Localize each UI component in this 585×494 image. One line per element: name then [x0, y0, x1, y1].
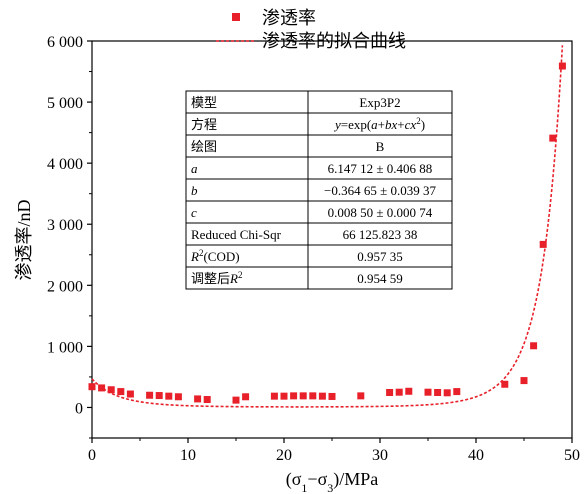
fit-parameter-table: 模型 Exp3P2 方程 y=exp(a+bx+cx2) 绘图 Ba 6.147 12 ± …: [185, 90, 453, 290]
y-tick-label: 6 000: [47, 34, 83, 51]
data-point: [328, 392, 336, 400]
data-point: [270, 392, 278, 400]
table-key: R2(COD): [190, 248, 240, 264]
data-point: [530, 342, 538, 350]
data-points: [88, 62, 566, 404]
data-point: [280, 392, 288, 400]
y-tick-label: 2 000: [47, 278, 83, 295]
axis-ticks: [87, 40, 573, 443]
data-point: [386, 388, 394, 396]
x-tick-label: 0: [88, 447, 96, 464]
data-point: [194, 395, 202, 403]
x-tick-label: 10: [180, 447, 196, 464]
table-key: 方程: [191, 117, 217, 132]
y-tick-label: 4 000: [47, 156, 83, 173]
data-point: [290, 392, 298, 400]
data-point: [242, 393, 250, 401]
table-key: 调整后R2: [191, 270, 242, 286]
data-point: [155, 392, 163, 400]
table-value: 0.957 35: [357, 249, 403, 264]
table-key: b: [191, 183, 198, 198]
data-point: [558, 62, 566, 70]
data-point: [88, 383, 96, 391]
table-value: y=exp(a+bx+cx2): [333, 116, 425, 132]
table-key: Reduced Chi-Sqr: [191, 227, 282, 242]
y-tick-label: 3 000: [47, 217, 83, 234]
legend: 渗透率 渗透率的拟合曲线: [216, 8, 406, 51]
data-point: [434, 388, 442, 396]
data-point: [98, 384, 106, 392]
x-axis-title: (σ1−σ3)/MPa: [286, 469, 379, 494]
data-point: [424, 388, 432, 396]
data-point: [146, 391, 154, 399]
x-tick-label: 30: [372, 447, 388, 464]
data-point: [232, 396, 240, 404]
data-point: [520, 377, 528, 385]
table-key: 模型: [191, 95, 217, 110]
data-point: [165, 392, 173, 400]
legend-label-points: 渗透率: [262, 8, 316, 28]
table-value: B: [376, 139, 385, 154]
data-point: [443, 389, 451, 397]
data-point: [549, 134, 557, 142]
data-point: [203, 396, 211, 404]
data-point: [501, 380, 509, 388]
x-tick-label: 50: [564, 447, 580, 464]
data-point: [309, 392, 317, 400]
data-point: [318, 392, 326, 400]
table-value: −0.364 65 ± 0.039 37: [324, 183, 436, 198]
table-frame: [185, 90, 453, 290]
table-value: 66 125.823 38: [343, 227, 418, 242]
data-point: [299, 392, 307, 400]
data-point: [126, 390, 134, 398]
data-point: [453, 388, 461, 396]
legend-marker-points: [232, 13, 240, 21]
data-point: [107, 386, 115, 394]
data-point: [395, 388, 403, 396]
table-key: 绘图: [191, 139, 217, 154]
table-value: 0.954 59: [357, 271, 403, 286]
data-point: [117, 388, 125, 396]
fit-curve: [91, 45, 564, 408]
data-point: [405, 387, 413, 395]
y-tick-label: 5 000: [47, 95, 83, 112]
x-tick-label: 40: [468, 447, 484, 464]
axis-tick-labels: 0 10 20 30 40 50 0 1 000 2 000 3 000 4 000 5 000 6 0…: [47, 34, 580, 464]
table-value: 6.147 12 ± 0.406 88: [328, 161, 433, 176]
y-tick-label: 0: [75, 400, 83, 417]
table-key: c: [191, 205, 197, 220]
x-tick-label: 20: [276, 447, 292, 464]
y-tick-label: 1 000: [47, 339, 83, 356]
table-key: a: [191, 161, 198, 176]
data-point: [539, 240, 547, 248]
table-value: 0.008 50 ± 0.000 74: [328, 205, 433, 220]
data-point: [357, 392, 365, 400]
y-axis-title: 渗透率/nD: [14, 199, 34, 280]
data-point: [174, 393, 182, 401]
legend-label-fit: 渗透率的拟合曲线: [262, 31, 406, 51]
table-value: Exp3P2: [359, 95, 400, 110]
